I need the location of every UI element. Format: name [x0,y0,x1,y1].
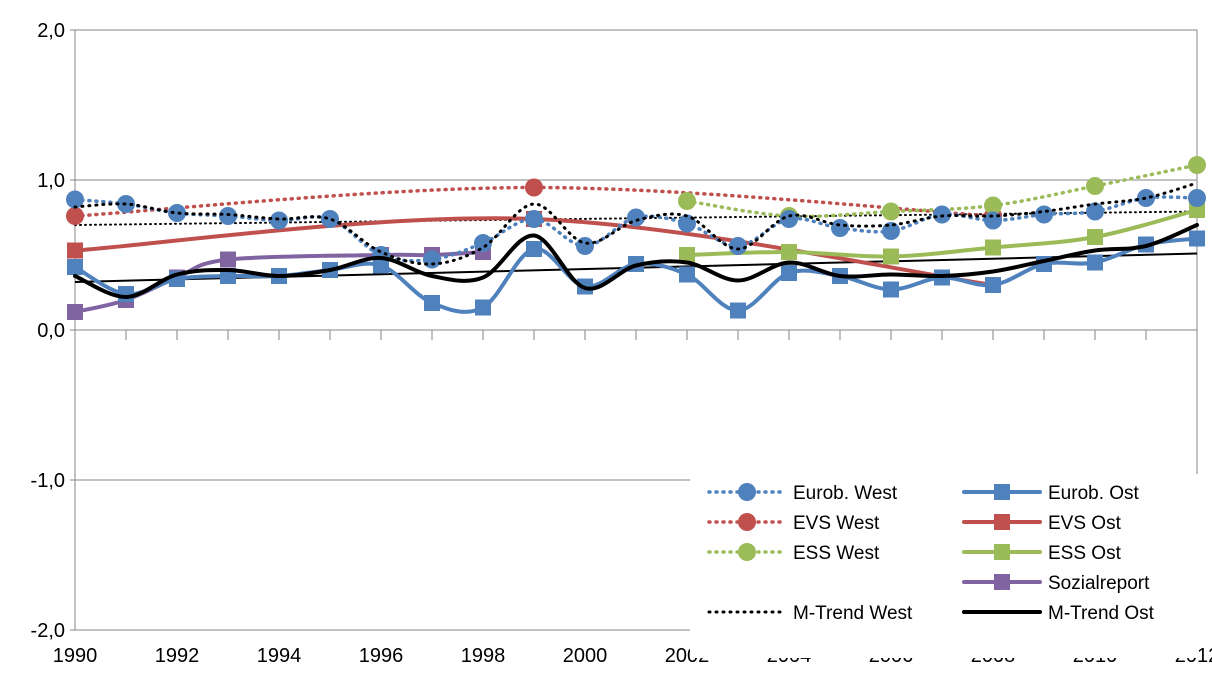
legend-marker [994,514,1010,530]
legend-marker [994,574,1010,590]
data-point-eurob-west [882,222,900,240]
y-tick-label: 1,0 [37,170,65,192]
data-point-eurob-ost [781,265,797,281]
data-point-eurob-west [270,211,288,230]
legend-label: M-Trend Ost [1048,603,1155,624]
data-point-eurob-west [321,210,339,228]
data-point-ess-west [678,192,696,210]
series-line-m-trend-ost [73,223,1199,300]
axes [70,29,1198,631]
x-tick-label: 1998 [461,645,506,667]
series-line-ess-ost [685,208,1199,259]
data-point-eurob-west [729,237,747,255]
legend-item-eurob-ost: Eurob. Ost [962,483,1140,504]
legend-label: Sozialreport [1048,573,1150,594]
legend-label: ESS Ost [1048,543,1122,564]
legend-item-m-trend-ost: M-Trend Ost [962,603,1155,624]
legend-item-eurob-west: Eurob. West [707,483,898,504]
data-point-eurob-west [1188,189,1206,207]
data-point-ess-ost [1087,229,1103,245]
legend-box [690,474,1198,658]
series-m-trend-west [73,181,1199,266]
legend-label: EVS West [793,513,880,534]
legend-marker [738,543,756,561]
data-point-eurob-west [423,250,441,269]
legend-item-sozialreport: Sozialreport [962,573,1150,594]
data-point-eurob-west [984,211,1002,230]
y-tick-label: 2,0 [37,20,65,42]
series-ess-ost [679,202,1205,265]
data-point-ess-ost [679,247,695,263]
data-point-sozialreport [67,304,83,320]
legend: Eurob. West EVS West ESS West M-Trend West E… [690,474,1198,658]
data-point-ess-west [984,196,1002,215]
y-tick-label: -2,0 [31,620,65,642]
legend-label: EVS Ost [1048,513,1122,534]
data-point-eurob-west [780,210,798,228]
x-tick-label: 1990 [53,645,98,667]
data-point-eurob-ost [67,259,83,275]
data-point-eurob-ost [883,281,899,298]
data-point-sozialreport [220,251,236,268]
y-tick-label: 0,0 [37,320,65,342]
legend-label: M-Trend West [793,603,913,624]
x-tick-label: 1992 [155,645,200,667]
x-tick-label: 1994 [257,645,302,667]
y-tick-label: -1,0 [31,470,65,492]
series-line-m-trend-west [73,181,1199,266]
legend-item-ess-ost: ESS Ost [962,543,1122,564]
data-point-eurob-ost [679,266,695,283]
data-point-eurob-west [831,219,849,237]
legend-marker [994,484,1010,500]
legend-item-ess-west: ESS West [707,543,880,564]
data-point-eurob-west [1035,205,1053,224]
legend-label: Eurob. Ost [1048,483,1140,504]
data-point-evs-west [66,207,84,225]
data-point-ess-ost [781,244,797,260]
series [66,156,1206,320]
legend-item-evs-ost: EVS Ost [962,513,1122,534]
data-point-eurob-ost [424,295,440,311]
x-tick-label: 2000 [563,645,608,667]
data-point-eurob-west [474,234,492,252]
data-point-eurob-ost [526,241,542,257]
data-point-eurob-west [66,190,84,209]
data-point-eurob-west [525,210,543,228]
legend-item-evs-west: EVS West [707,513,880,534]
data-point-ess-west [882,202,900,221]
series-line-evs-west [73,185,995,218]
data-point-eurob-ost [1189,230,1205,247]
data-point-eurob-west [576,237,594,255]
data-point-eurob-west [1086,202,1104,221]
data-point-eurob-ost [985,277,1001,293]
data-point-eurob-ost [730,302,746,319]
legend-item-m-trend-west: M-Trend West [707,603,913,624]
data-point-eurob-ost [1087,254,1103,271]
legend-marker [738,483,756,501]
data-point-ess-west [1188,156,1206,174]
legend-label: Eurob. West [793,483,898,504]
data-point-evs-ost [67,242,83,259]
series-eurob-west [66,189,1206,269]
x-tick-label: 1996 [359,645,404,667]
data-point-eurob-ost [118,286,134,302]
series-line-ess-west [685,163,1199,219]
series-m-trend-ost [73,223,1199,300]
data-point-eurob-west [627,208,645,227]
legend-label: ESS West [793,543,880,564]
data-point-evs-west [525,178,543,197]
data-point-eurob-west [168,204,186,222]
legend-marker [738,513,756,531]
data-point-ess-ost [985,239,1001,256]
data-point-ess-west [1086,177,1104,195]
data-point-eurob-ost [475,299,491,316]
legend-marker [994,544,1010,560]
data-point-ess-ost [883,248,899,265]
